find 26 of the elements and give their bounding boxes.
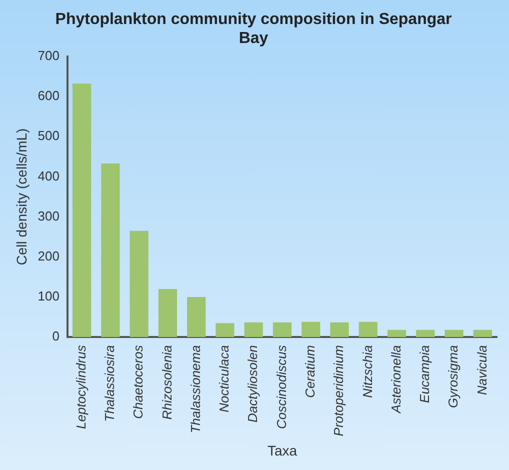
y-tick-label: 700	[38, 48, 60, 63]
x-tick-label: Leptocylindrus	[73, 344, 88, 429]
y-axis-title: Cell density (cells/mL)	[13, 128, 30, 266]
x-tick-label: Nocticulaca	[216, 345, 232, 412]
x-tick-label: Navicula	[474, 345, 490, 396]
x-tick-label: Gyrosigma	[446, 345, 461, 408]
y-tick-label: 100	[38, 288, 60, 304]
x-tick-label: Protoperidinium	[331, 344, 346, 436]
x-tick-label: Thalassiosira	[102, 345, 118, 422]
y-tick-label: 600	[38, 88, 60, 104]
x-tick-label: Eucampia	[417, 345, 432, 403]
x-tick-label: Coscinodiscus	[274, 344, 289, 429]
y-tick-label: 400	[38, 168, 60, 184]
y-tick-label: 0	[52, 328, 60, 344]
x-tick-label: Thalassionema	[188, 345, 203, 434]
chart-title: Phytoplankton community composition in Sepangar Bay	[55, 11, 452, 48]
x-tick-label: Asterionella	[388, 345, 404, 414]
y-tick-label: 200	[38, 248, 60, 264]
y-tick-label: 500	[38, 128, 60, 144]
x-tick-label: Chaetoceros	[130, 344, 146, 419]
x-tick-label: Dactyliosolen	[245, 345, 260, 422]
x-tick-label: Ceratium	[302, 345, 318, 398]
x-tick-label: Rhizosolenia	[159, 345, 174, 420]
x-axis-title: Taxa	[267, 442, 298, 458]
y-tick-label: 300	[38, 208, 60, 224]
x-tick-label: Nitzschia	[360, 345, 375, 398]
